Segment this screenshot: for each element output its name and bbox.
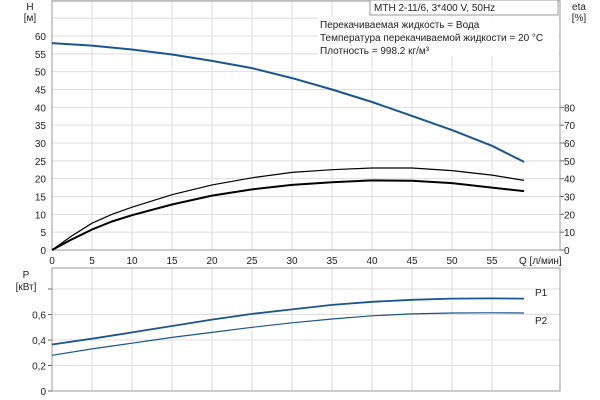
x-tick-label: 55 (486, 256, 498, 267)
y2-tick-label: 30 (564, 192, 576, 203)
bottom-plot-border (51, 267, 561, 392)
y-tick-label: 0,4 (32, 336, 46, 347)
efficiency-curve (51, 179, 525, 251)
y2-tick-label: 0 (564, 246, 570, 257)
y-tick-label: 0 (40, 387, 46, 398)
x-tick-label: 35 (326, 256, 338, 267)
y2-tick-label: 60 (564, 139, 576, 150)
y2-tick-label: 40 (564, 175, 576, 186)
y-tick-label: 5 (40, 228, 46, 239)
y-tick-label: 55 (35, 50, 47, 61)
info-line: Перекачиваемая жидкость = Вода (320, 20, 480, 31)
head-curve (51, 42, 525, 163)
info-bg (318, 30, 558, 43)
y-tick-label: 60 (35, 32, 47, 43)
efficiency-curve (51, 167, 525, 251)
x-tick-label: 15 (166, 256, 178, 267)
x-tick-label: 40 (366, 256, 378, 267)
y-tick-label: 35 (35, 121, 47, 132)
y-tick-label: 0,6 (32, 311, 46, 322)
y-tick-label: 25 (35, 157, 47, 168)
y-tick-label: 50 (35, 68, 47, 79)
info-bg (318, 17, 558, 30)
info-bg (318, 43, 558, 56)
y2-tick-label: 50 (564, 157, 576, 168)
x-tick-label: 30 (286, 256, 298, 267)
title-box (369, 0, 559, 16)
top-plot-border (51, 0, 561, 251)
y-tick-label: 30 (35, 139, 47, 150)
y2-axis-unit: [%] (572, 13, 587, 24)
x-axis-label: Q [л/мин] (519, 256, 562, 267)
y2-tick-label: 70 (564, 121, 576, 132)
power-curve-p2 (51, 312, 525, 356)
y-axis-unit: [кВт] (16, 282, 37, 293)
y-tick-label: 0,2 (32, 362, 46, 373)
y-axis-unit: [м] (24, 13, 37, 24)
y-tick-label: 40 (35, 103, 47, 114)
series-label-p1: P1 (535, 288, 548, 299)
y-tick-label: 20 (35, 175, 47, 186)
x-tick-label: 50 (446, 256, 458, 267)
title-text: MTH 2-11/6, 3*400 V, 50Hz (374, 3, 495, 14)
x-tick-label: 10 (126, 256, 138, 267)
y2-tick-label: 10 (564, 228, 576, 239)
info-line: Плотность = 998.2 кг/м³ (320, 46, 430, 57)
y2-tick-label: 80 (564, 103, 576, 114)
y-tick-label: 0 (40, 246, 46, 257)
x-tick-label: 5 (89, 256, 95, 267)
y-tick-label: 15 (35, 192, 47, 203)
x-tick-label: 45 (406, 256, 418, 267)
y-axis-label: P (23, 270, 30, 281)
y2-tick-label: 20 (564, 210, 576, 221)
power-curve-p1 (51, 297, 525, 346)
series-label-p2: P2 (535, 316, 548, 327)
x-tick-label: 25 (246, 256, 258, 267)
x-tick-label: 0 (49, 256, 55, 267)
x-tick-label: 20 (206, 256, 218, 267)
info-line: Температура перекачиваемой жидкости = 20… (320, 33, 543, 44)
y-tick-label: 10 (35, 210, 47, 221)
y2-axis-label: eta (572, 2, 586, 13)
bottom-plot-area (51, 267, 561, 392)
y-tick-label: 45 (35, 85, 47, 96)
y-axis-label: H (26, 2, 33, 13)
